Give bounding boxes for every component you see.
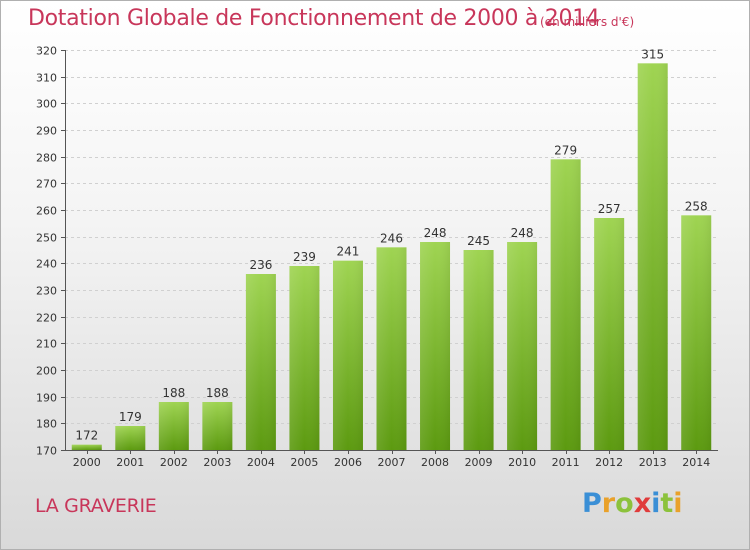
chart-subtitle: (en milliers d'€) [540,15,635,29]
y-tick-label: 290 [36,125,57,138]
value-label: 179 [119,410,142,424]
bar-shade [550,159,581,451]
y-tick-label: 300 [36,98,57,111]
y-tick-label: 310 [36,72,57,85]
x-tick-label: 2012 [595,456,623,469]
y-tick-labels: 170 180 190 200 210 220 230 240 250 260 270 280 290 3… [36,45,57,458]
x-tick-label: 2003 [203,456,231,469]
x-tick-label: 2014 [682,456,710,469]
y-tick-label: 190 [36,392,57,405]
value-label: 248 [424,226,447,240]
y-tick-label: 170 [36,445,57,458]
x-tick-label: 2013 [639,456,667,469]
bar-shade [332,260,363,450]
x-tick-label: 2008 [421,456,449,469]
x-tick-label: 2005 [290,456,318,469]
y-tick-label: 180 [36,418,57,431]
value-labels: 172 179 188 188 236 239 241 246 248 245 248 279 257 3… [75,47,707,442]
y-tick-label: 220 [36,312,57,325]
bar-shade [507,242,538,450]
bars [71,63,712,451]
bar-shade [245,274,276,450]
value-label: 172 [75,429,98,443]
value-label: 279 [554,143,577,157]
value-label: 241 [337,245,360,259]
x-tick-label: 2000 [73,456,101,469]
bar-shade [463,250,494,450]
value-label: 236 [249,258,272,272]
value-label: 248 [511,226,534,240]
y-tick-label: 230 [36,285,57,298]
bar-shade [376,247,407,450]
bar-shade [420,242,451,450]
bar-shade [637,63,668,450]
y-tick-label: 280 [36,152,57,165]
value-label: 239 [293,250,316,264]
x-tick-label: 2002 [160,456,188,469]
proxiti-logo: Proxiti [582,488,683,519]
value-label: 245 [467,234,490,248]
bar-shade [158,402,189,450]
bar-shade [71,444,102,450]
y-tick-label: 250 [36,232,57,245]
bar-shade [289,266,320,450]
x-tick-label: 2009 [465,456,493,469]
y-tick-label: 320 [36,45,57,58]
x-tick-label: 2010 [508,456,536,469]
x-tick-label: 2004 [247,456,275,469]
value-label: 246 [380,231,403,245]
value-label: 315 [641,47,664,61]
axes [61,50,718,454]
value-label: 257 [598,202,621,216]
bar-shade [115,426,146,450]
chart-title: Dotation Globale de Fonctionnement de 20… [28,6,600,31]
commune-name: LA GRAVERIE [35,495,157,517]
value-label: 258 [685,199,708,213]
x-tick-label: 2011 [552,456,580,469]
bar-shade [202,402,233,450]
value-label: 188 [206,386,229,400]
x-tick-label: 2001 [116,456,144,469]
x-tick-labels: 2000 2001 2002 2003 2004 2005 2006 2007 2008 2009… [73,456,710,469]
y-tick-label: 240 [36,258,57,271]
x-tick-label: 2006 [334,456,362,469]
bar-shade [594,218,625,450]
y-tick-label: 260 [36,205,57,218]
y-tick-label: 270 [36,178,57,191]
y-tick-label: 200 [36,365,57,378]
x-tick-label: 2007 [378,456,406,469]
bar-shade [681,215,712,450]
value-label: 188 [162,386,185,400]
y-tick-label: 210 [36,338,57,351]
